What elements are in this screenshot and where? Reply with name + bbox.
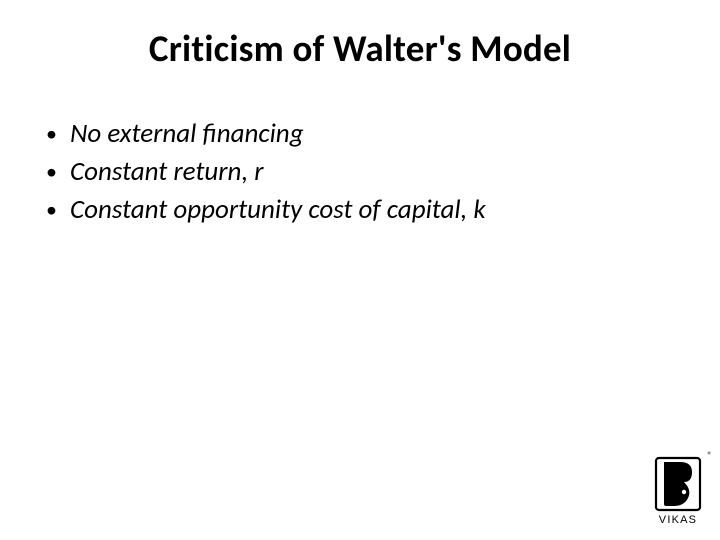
- bullet-marker: •: [46, 155, 70, 189]
- bullet-text: Constant opportunity cost of capital, k: [70, 193, 486, 227]
- bullet-marker: •: [46, 193, 70, 227]
- registered-mark: ®: [707, 450, 712, 461]
- bullet-marker: •: [46, 117, 70, 151]
- bullet-list: • No external financing • Constant retur…: [36, 117, 684, 227]
- logo-text: VIKAS: [654, 514, 702, 526]
- list-item: • Constant opportunity cost of capital, …: [46, 193, 684, 227]
- vikas-logo: ® VIKAS: [654, 456, 702, 526]
- logo-icon: [654, 456, 702, 512]
- list-item: • Constant return, r: [46, 155, 684, 189]
- bullet-text: No external financing: [70, 117, 304, 151]
- bullet-text: Constant return, r: [70, 155, 264, 189]
- list-item: • No external financing: [46, 117, 684, 151]
- slide-title: Criticism of Walter's Model: [36, 26, 684, 71]
- slide-container: Criticism of Walter's Model • No externa…: [0, 0, 720, 540]
